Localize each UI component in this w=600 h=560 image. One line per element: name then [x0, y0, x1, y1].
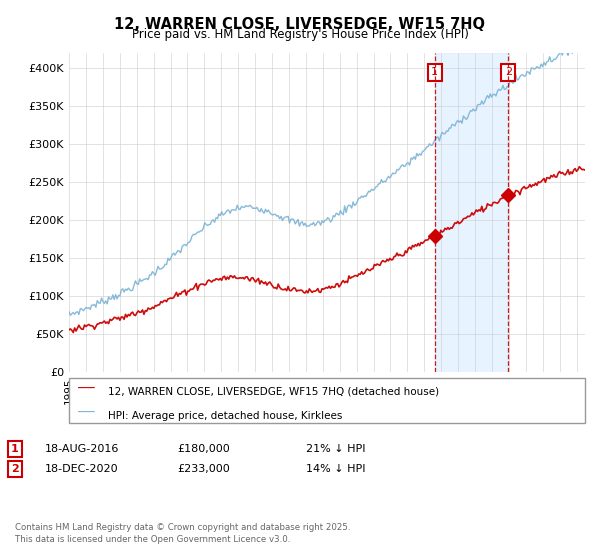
Text: 14% ↓ HPI: 14% ↓ HPI [306, 464, 365, 474]
Text: Contains HM Land Registry data © Crown copyright and database right 2025.
This d: Contains HM Land Registry data © Crown c… [15, 523, 350, 544]
Text: 12, WARREN CLOSE, LIVERSEDGE, WF15 7HQ (detached house): 12, WARREN CLOSE, LIVERSEDGE, WF15 7HQ (… [108, 387, 439, 397]
Text: £180,000: £180,000 [177, 444, 230, 454]
Text: 12, WARREN CLOSE, LIVERSEDGE, WF15 7HQ: 12, WARREN CLOSE, LIVERSEDGE, WF15 7HQ [115, 17, 485, 32]
Text: 2: 2 [11, 464, 19, 474]
Text: Price paid vs. HM Land Registry's House Price Index (HPI): Price paid vs. HM Land Registry's House … [131, 28, 469, 41]
Bar [435, 53, 508, 372]
Text: 2: 2 [505, 67, 512, 77]
Text: HPI: Average price, detached house, Kirklees: HPI: Average price, detached house, Kirk… [108, 410, 343, 421]
Text: £233,000: £233,000 [177, 464, 230, 474]
Text: 21% ↓ HPI: 21% ↓ HPI [306, 444, 365, 454]
Text: 1: 1 [431, 67, 438, 77]
Text: ——: —— [78, 382, 95, 396]
Text: 18-AUG-2016: 18-AUG-2016 [45, 444, 119, 454]
Text: ——: —— [78, 405, 95, 420]
FancyBboxPatch shape [69, 378, 585, 423]
Text: 1: 1 [11, 444, 19, 454]
Text: 18-DEC-2020: 18-DEC-2020 [45, 464, 119, 474]
